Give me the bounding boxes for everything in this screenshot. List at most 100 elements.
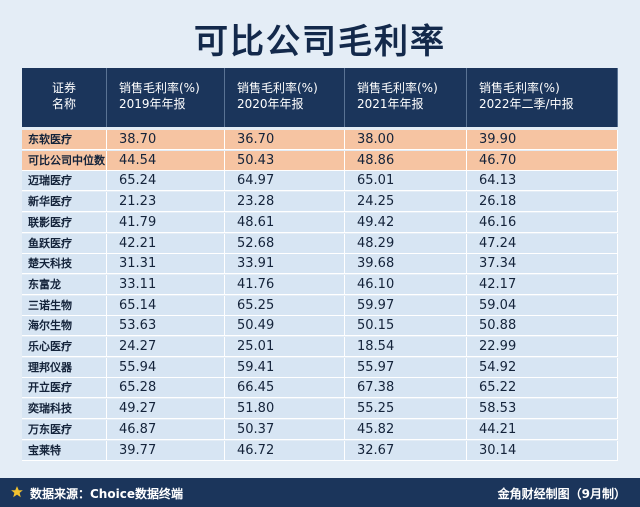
margin-value: 46.10 (345, 274, 467, 295)
margin-value: 55.97 (345, 357, 467, 378)
margin-value: 55.94 (107, 357, 225, 378)
margin-value: 66.45 (225, 378, 345, 399)
margin-value: 47.24 (467, 233, 618, 254)
company-name: 开立医疗 (22, 378, 107, 399)
margin-value: 31.31 (107, 254, 225, 275)
table-row: 新华医疗 21.23 23.28 24.25 26.18 (22, 192, 618, 213)
company-name: 联影医疗 (22, 212, 107, 233)
header-text: 2022年二季/中报 (479, 97, 574, 111)
header-text: 销售毛利率(%) (357, 81, 438, 95)
margin-value: 67.38 (345, 378, 467, 399)
table-row: 可比公司中位数 44.54 50.43 48.86 46.70 (22, 150, 618, 171)
header-text: 2020年年报 (237, 97, 304, 111)
star-icon (11, 486, 23, 498)
company-name: 东软医疗 (22, 130, 107, 150)
margin-value: 42.21 (107, 233, 225, 254)
margin-value: 51.80 (225, 399, 345, 420)
margin-value: 39.68 (345, 254, 467, 275)
margin-value: 41.79 (107, 212, 225, 233)
margin-value: 46.87 (107, 419, 225, 440)
margin-value: 33.91 (225, 254, 345, 275)
table-row: 奕瑞科技 49.27 51.80 55.25 58.53 (22, 399, 618, 420)
table-row: 乐心医疗 24.27 25.01 18.54 22.99 (22, 337, 618, 357)
margin-value: 53.63 (107, 316, 225, 337)
margin-value: 65.25 (225, 295, 345, 316)
table-row: 海尔生物 53.63 50.49 50.15 50.88 (22, 316, 618, 337)
header-cell: 销售毛利率(%) 2021年年报 (345, 68, 467, 127)
margin-value: 50.15 (345, 316, 467, 337)
margin-value: 59.97 (345, 295, 467, 316)
margin-value: 55.25 (345, 399, 467, 420)
margin-value: 50.49 (225, 316, 345, 337)
table-row: 东软医疗 38.70 36.70 38.00 39.90 (22, 130, 618, 150)
margin-value: 21.23 (107, 192, 225, 213)
company-name: 新华医疗 (22, 192, 107, 213)
margin-value: 65.01 (345, 171, 467, 192)
header-text: 证券 (51, 81, 76, 95)
header-text: 2019年年报 (119, 97, 186, 111)
margin-value: 65.22 (467, 378, 618, 399)
margin-value: 33.11 (107, 274, 225, 295)
company-name: 楚天科技 (22, 254, 107, 275)
margin-value: 48.86 (345, 150, 467, 171)
margin-value: 46.16 (467, 212, 618, 233)
credit: 金角财经制图（9月制） (497, 487, 626, 501)
margin-value: 38.00 (345, 130, 467, 150)
margin-value: 18.54 (345, 337, 467, 357)
table-row: 联影医疗 41.79 48.61 49.42 46.16 (22, 212, 618, 233)
margin-value: 46.72 (225, 440, 345, 461)
header-row: 证券 名称 销售毛利率(%) 2019年年报 销售毛利率(%) 2020年年报 销售毛利率(… (22, 68, 618, 127)
margin-value: 65.24 (107, 171, 225, 192)
company-name: 海尔生物 (22, 316, 107, 337)
margin-value: 50.37 (225, 419, 345, 440)
margin-value: 64.13 (467, 171, 618, 192)
margin-value: 39.90 (467, 130, 618, 150)
margin-value: 37.34 (467, 254, 618, 275)
header-cell: 证券 名称 (22, 68, 107, 127)
margin-value: 59.41 (225, 357, 345, 378)
margin-value: 23.28 (225, 192, 345, 213)
table-row: 万东医疗 46.87 50.37 45.82 44.21 (22, 419, 618, 440)
table-row: 三诺生物 65.14 65.25 59.97 59.04 (22, 295, 618, 316)
header-text: 销售毛利率(%) (237, 81, 318, 95)
table-row: 楚天科技 31.31 33.91 39.68 37.34 (22, 254, 618, 275)
company-name: 理邦仪器 (22, 357, 107, 378)
margin-value: 48.61 (225, 212, 345, 233)
table-row: 宝莱特 39.77 46.72 32.67 30.14 (22, 440, 618, 461)
margin-value: 32.67 (345, 440, 467, 461)
margin-value: 65.28 (107, 378, 225, 399)
margin-value: 65.14 (107, 295, 225, 316)
margin-value: 49.27 (107, 399, 225, 420)
margin-value: 41.76 (225, 274, 345, 295)
table-row: 鱼跃医疗 42.21 52.68 48.29 47.24 (22, 233, 618, 254)
margin-value: 22.99 (467, 337, 618, 357)
company-name: 三诺生物 (22, 295, 107, 316)
table-row: 迈瑞医疗 65.24 64.97 65.01 64.13 (22, 171, 618, 192)
margin-value: 64.97 (225, 171, 345, 192)
margin-value: 50.43 (225, 150, 345, 171)
header-text: 名称 (51, 97, 76, 111)
company-name: 东富龙 (22, 274, 107, 295)
company-name: 乐心医疗 (22, 337, 107, 357)
footer: 数据来源：Choice数据终端 金角财经制图（9月制） (0, 478, 640, 507)
header-text: 销售毛利率(%) (119, 81, 200, 95)
margin-value: 36.70 (225, 130, 345, 150)
table-row: 理邦仪器 55.94 59.41 55.97 54.92 (22, 357, 618, 378)
margin-value: 26.18 (467, 192, 618, 213)
margin-value: 49.42 (345, 212, 467, 233)
margin-value: 44.54 (107, 150, 225, 171)
company-name: 奕瑞科技 (22, 399, 107, 420)
margin-value: 50.88 (467, 316, 618, 337)
margin-value: 58.53 (467, 399, 618, 420)
margin-value: 38.70 (107, 130, 225, 150)
company-name: 万东医疗 (22, 419, 107, 440)
title: 可比公司毛利率 (194, 22, 446, 62)
margin-value: 52.68 (225, 233, 345, 254)
margin-value: 42.17 (467, 274, 618, 295)
source: 数据来源：Choice数据终端 (30, 487, 183, 501)
margin-value: 48.29 (345, 233, 467, 254)
margin-value: 24.25 (345, 192, 467, 213)
company-name: 鱼跃医疗 (22, 233, 107, 254)
margin-value: 24.27 (107, 337, 225, 357)
